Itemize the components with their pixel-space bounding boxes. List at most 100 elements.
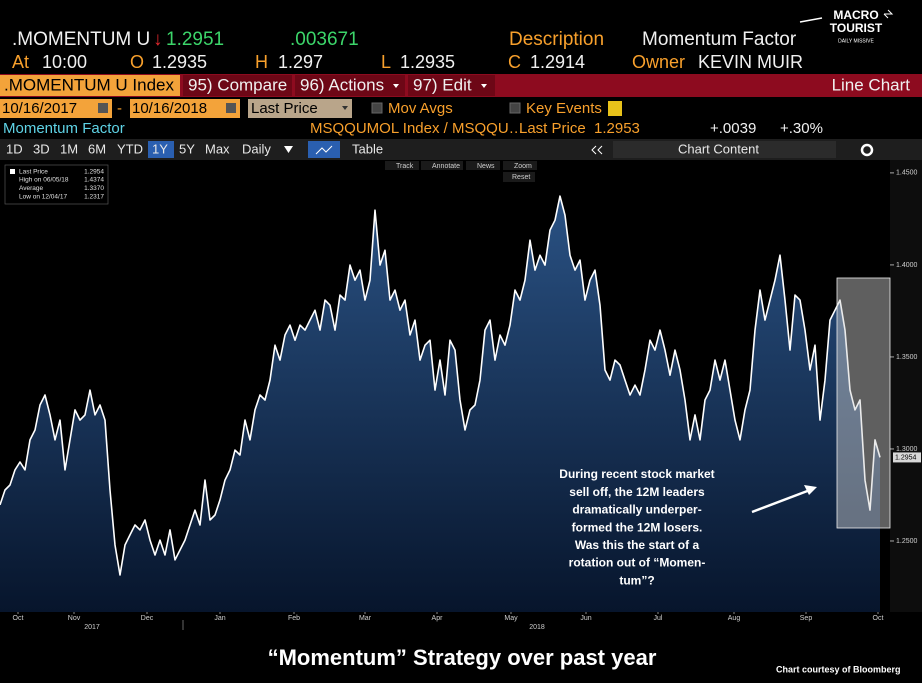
period-button[interactable]: 1D — [6, 141, 23, 156]
legend-stat-value: 1.2317 — [84, 193, 104, 200]
open-label: O — [130, 52, 144, 72]
y-tick-label: 1.3000 — [896, 446, 918, 453]
security[interactable]: .MOMENTUM U Index — [4, 75, 175, 94]
date-box[interactable] — [0, 99, 112, 118]
legend-stat-value: 1.3370 — [84, 185, 104, 192]
year-label: 2017 — [84, 624, 100, 631]
change: .003671 — [290, 29, 359, 50]
period-button[interactable]: Max — [205, 141, 230, 156]
field[interactable]: Last Price — [251, 100, 318, 117]
caption-title: “Momentum” Strategy over past year — [268, 645, 657, 670]
menu-view: Line Chart — [832, 75, 911, 94]
reset-label[interactable]: Reset — [512, 174, 530, 181]
info-security: MSQQUMOL Index / MSQQU… — [310, 120, 524, 137]
y-axis-area — [890, 160, 922, 612]
date-box[interactable] — [130, 99, 240, 118]
dropdown-icon — [342, 106, 348, 110]
x-tick-label: Jun — [580, 615, 591, 622]
change-arrow: ↓ — [153, 29, 163, 50]
tool-button[interactable] — [466, 161, 500, 170]
legend-stat-label: Low on 12/04/17 — [19, 193, 67, 200]
legend-label: Last Price — [19, 169, 48, 176]
tool-label[interactable]: Annotate — [432, 163, 460, 170]
tool-button[interactable] — [503, 161, 537, 170]
annotation-line: rotation out of “Momen- — [569, 556, 706, 570]
legend-stat-value: 1.4374 — [84, 177, 104, 184]
owner: KEVIN MUIR — [698, 52, 803, 72]
last-value-label: 1.2954 — [895, 454, 917, 461]
menu-button[interactable] — [183, 75, 292, 96]
tool-label[interactable]: Zoom — [514, 163, 532, 170]
low: 1.2935 — [400, 52, 455, 72]
area — [0, 196, 880, 612]
logo-line: TOURIST — [830, 21, 883, 35]
chart-content-button[interactable] — [613, 141, 836, 158]
key-events[interactable]: Key Events — [526, 100, 602, 117]
menu-actions[interactable]: 96) Actions — [300, 75, 384, 94]
menu-compare[interactable]: 95) Compare — [188, 75, 287, 94]
start-date[interactable]: 10/16/2017 — [2, 100, 77, 117]
close-label: C — [508, 52, 521, 72]
annotation-line: Was this the start of a — [575, 538, 700, 552]
menu-button[interactable] — [295, 75, 405, 96]
annotation-line: formed the 12M losers. — [572, 520, 703, 534]
period-button[interactable]: YTD — [117, 141, 143, 156]
annotation-line: During recent stock market — [559, 467, 714, 481]
period-button[interactable]: 1Y — [152, 141, 168, 156]
highlight-box — [836, 277, 891, 529]
info-icon[interactable] — [608, 101, 622, 116]
tool-label[interactable]: Track — [396, 163, 414, 170]
frequency[interactable]: Daily — [242, 141, 271, 156]
field-box[interactable] — [248, 99, 352, 118]
price: 1.2951 — [166, 29, 224, 50]
annotation-line: tum”? — [619, 573, 654, 587]
checkbox[interactable] — [509, 102, 521, 114]
period-selected[interactable] — [148, 141, 174, 158]
logo: MACRO TOURIST DAILY MISSIVE — [799, 8, 894, 44]
at-label: At — [12, 52, 29, 72]
legend-stat-label: High on 06/05/18 — [19, 177, 69, 184]
legend-value: 1.2954 — [84, 169, 104, 176]
period-button[interactable]: 6M — [88, 141, 106, 156]
table-button[interactable]: Table — [352, 141, 383, 156]
logo-arrow — [799, 17, 823, 23]
logo-arrow — [883, 9, 894, 19]
gear-icon[interactable] — [860, 143, 874, 157]
chart-content[interactable]: Chart Content — [678, 141, 759, 156]
menu-button[interactable] — [408, 75, 495, 96]
tool-button[interactable] — [421, 161, 463, 170]
legend-stat-label: Average — [19, 185, 43, 192]
close: 1.2914 — [530, 52, 585, 72]
line — [0, 195, 881, 576]
period-button[interactable]: 1M — [60, 141, 78, 156]
tool-button[interactable] — [385, 161, 419, 170]
x-tick-label: Jan — [214, 615, 225, 622]
x-tick-label: Nov — [68, 615, 81, 622]
calendar-icon[interactable] — [226, 103, 236, 113]
x-tick-label: Mar — [359, 615, 372, 622]
x-tick-label: Jul — [654, 615, 663, 622]
security-box[interactable] — [0, 75, 180, 96]
menu-edit[interactable]: 97) Edit — [413, 75, 472, 94]
chart: 1.2500 1.3000 1.3500 1.4000 1.4500 1.2954 Oct N… — [0, 160, 922, 631]
caption-credit: Chart courtesy of Bloomberg — [776, 664, 901, 674]
dropdown-icon — [284, 146, 293, 153]
reset-button[interactable] — [503, 172, 535, 182]
legend-box — [4, 164, 109, 205]
high-label: H — [255, 52, 268, 72]
checkbox[interactable] — [371, 102, 383, 114]
tool-label[interactable]: News — [477, 163, 495, 170]
calendar-icon[interactable] — [98, 103, 108, 113]
annotation-line: sell off, the 12M leaders — [569, 485, 705, 499]
y-tick-label: 1.2500 — [896, 538, 918, 545]
end-date[interactable]: 10/16/2018 — [132, 100, 207, 117]
period-button[interactable]: 3D — [33, 141, 50, 156]
info-last: 1.2953 — [594, 120, 640, 137]
collapse-icon[interactable] — [591, 145, 603, 155]
low-label: L — [381, 52, 391, 72]
period-button[interactable]: 5Y — [179, 141, 195, 156]
year-label: 2018 — [529, 624, 545, 631]
y-tick-label: 1.4500 — [896, 170, 918, 177]
mov-avgs[interactable]: Mov Avgs — [388, 100, 453, 117]
